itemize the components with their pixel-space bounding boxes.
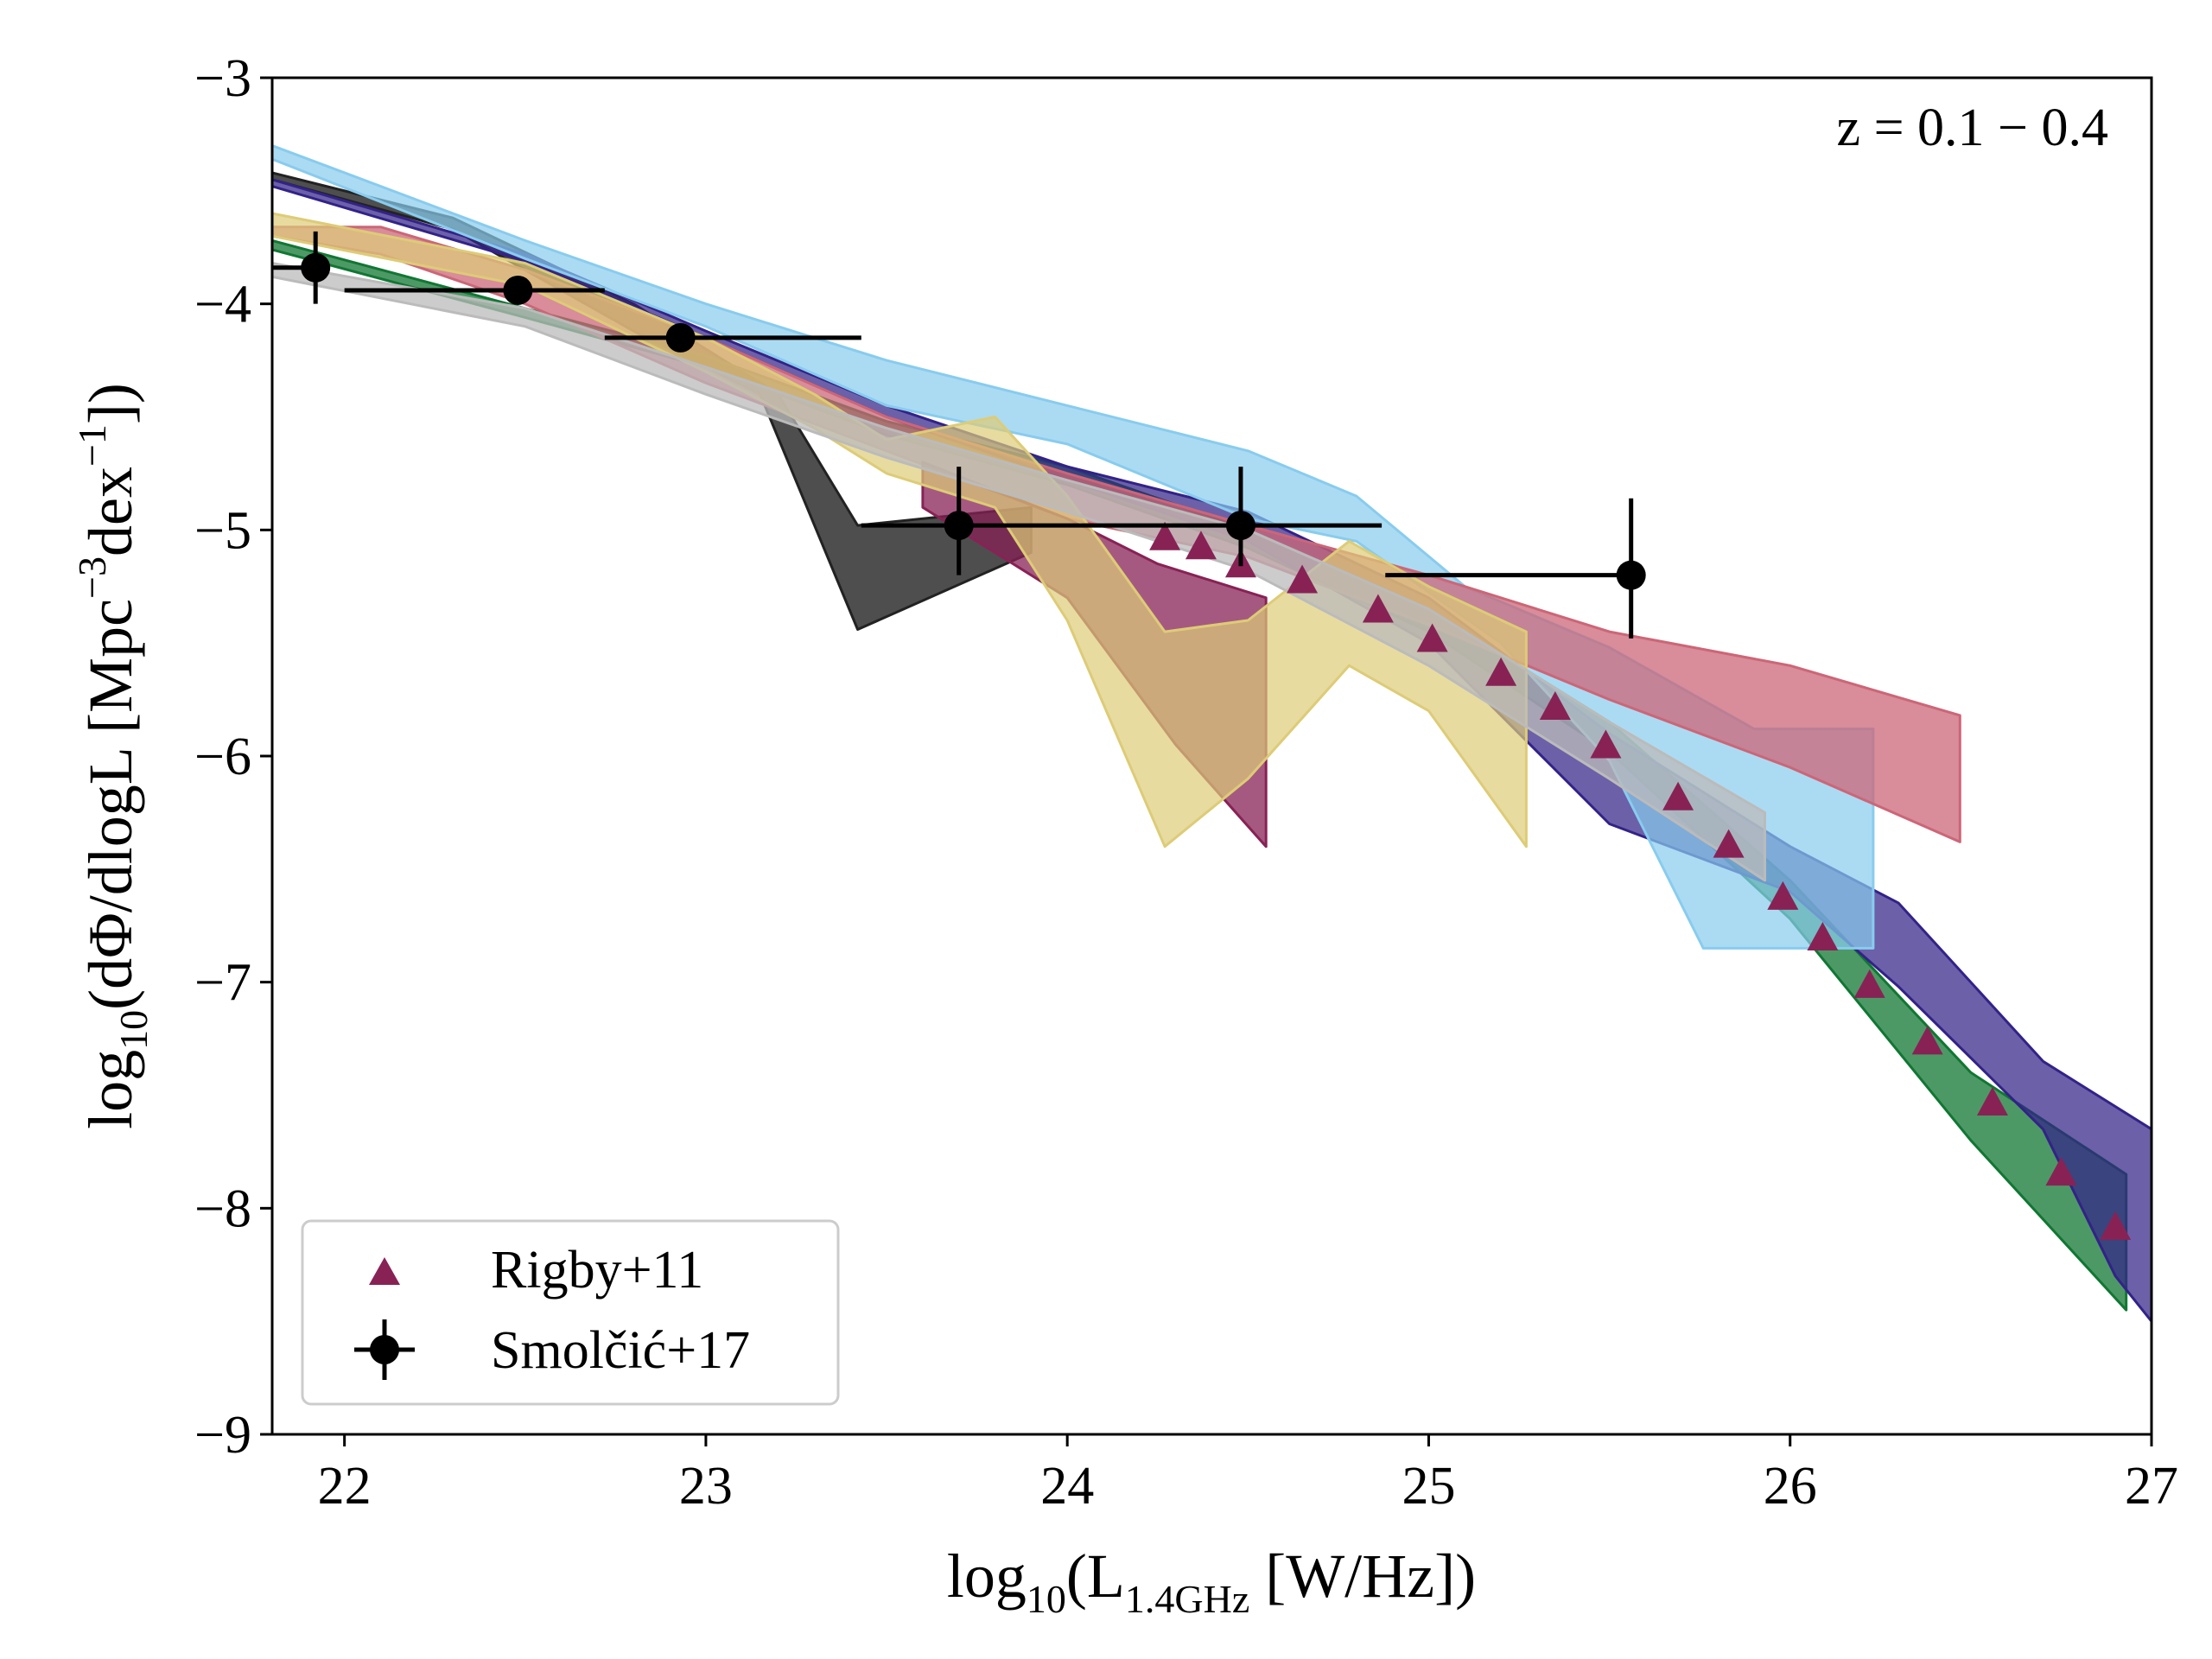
smolcic-point-5 (1616, 560, 1646, 590)
legend-label-smolcic: Smolčić+17 (491, 1321, 750, 1380)
x-tick-label-27: 27 (2125, 1457, 2178, 1516)
rigby-point-6 (1485, 657, 1517, 686)
rigby-point-7 (1539, 691, 1571, 721)
rigby-point-14 (1911, 1026, 1943, 1055)
data-points (272, 231, 2132, 1240)
rigby-point-11 (1767, 880, 1799, 910)
rigby-point-15 (1976, 1086, 2008, 1116)
y-tick-label--6: −6 (194, 728, 251, 786)
y-tick-label--5: −5 (194, 501, 251, 560)
band-purple-band (921, 461, 1268, 849)
redshift-annotation: z = 0.1 − 0.4 (1837, 99, 2108, 157)
rigby-point-12 (1807, 921, 1839, 950)
legend-circle-marker (370, 1335, 399, 1364)
y-tick-label--3: −3 (194, 49, 251, 108)
rigby-point-5 (1416, 623, 1448, 652)
y-axis-label: log10(dΦ/dlogL [Mpc−3dex−1]) (70, 383, 156, 1129)
rigby-point-4 (1362, 594, 1394, 623)
rigby-point-16 (2045, 1157, 2077, 1186)
smolcic-point-2 (665, 322, 696, 353)
rigby-point-3 (1287, 564, 1319, 594)
y-tick-label--9: −9 (194, 1406, 251, 1465)
legend-box (301, 1219, 840, 1406)
rigby-point-13 (1853, 969, 1885, 998)
band-light-blue-band (272, 144, 1875, 950)
rigby-point-0 (1149, 521, 1181, 550)
rigby-point-8 (1590, 729, 1622, 759)
x-axis-ticks: 22 23 24 25 26 27 (318, 1434, 2178, 1516)
legend-triangle-marker (369, 1257, 400, 1285)
rigby-point-17 (2100, 1211, 2132, 1240)
rigby-point-10 (1713, 829, 1745, 858)
x-tick-label-25: 25 (1402, 1457, 1455, 1516)
smolcic-point-3 (944, 511, 974, 541)
x-tick-label-23: 23 (679, 1457, 733, 1516)
legend: Rigby+11 Smolčić+17 (301, 1219, 840, 1406)
x-tick-label-22: 22 (318, 1457, 372, 1516)
x-tick-label-24: 24 (1040, 1457, 1094, 1516)
x-axis-label: log10(L1.4GHz [W/Hz]) (947, 1541, 1476, 1621)
legend-label-rigby: Rigby+11 (491, 1241, 703, 1300)
uncertainty-bands (272, 144, 2152, 1323)
rigby-point-9 (1662, 781, 1694, 810)
y-tick-label--4: −4 (194, 276, 251, 334)
rigby-point-1 (1185, 531, 1217, 560)
smolcic-point-1 (503, 275, 533, 305)
smolcic-point-0 (301, 252, 331, 283)
y-axis-ticks: −3 −4 −5 −6 −7 −8 −9 (194, 49, 272, 1465)
x-tick-label-26: 26 (1764, 1457, 1817, 1516)
y-tick-label--7: −7 (194, 954, 251, 1013)
band-grey-band (272, 262, 1766, 882)
y-tick-label--8: −8 (194, 1179, 251, 1238)
smolcic-point-4 (1225, 511, 1255, 541)
